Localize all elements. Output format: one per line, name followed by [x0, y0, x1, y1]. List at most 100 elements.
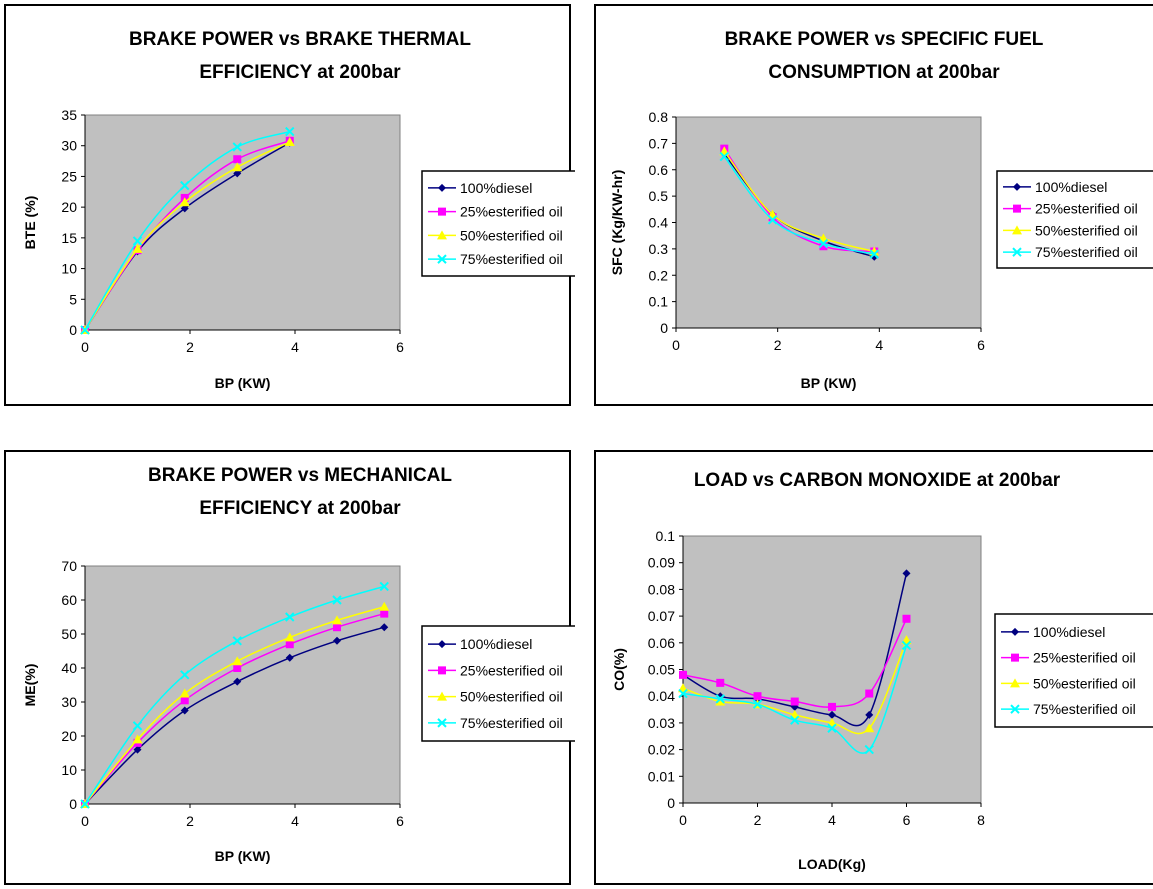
data-point: [719, 151, 729, 162]
x-tick-label: 4: [291, 813, 299, 829]
chart-frame: [594, 4, 1153, 406]
chart-svg: BRAKE POWER vs SPECIFIC FUEL CONSUMPTION …: [594, 4, 1153, 406]
y-tick-label: 30: [61, 694, 77, 710]
data-point: [864, 723, 875, 733]
plot-area: [84, 114, 401, 331]
legend-label: 100%diesel: [460, 180, 532, 196]
data-point: [285, 126, 295, 137]
data-point: [333, 636, 341, 645]
chart-svg: BRAKE POWER vs MECHANICAL EFFICIENCY at 2…: [4, 450, 575, 885]
legend-marker: [1012, 247, 1022, 257]
data-point: [790, 697, 799, 706]
data-point: [380, 609, 389, 618]
chart-frame: [594, 450, 1153, 885]
y-tick-label: 0.01: [648, 768, 675, 784]
data-point: [790, 715, 800, 725]
legend-label: 75%esterified oil: [1035, 244, 1138, 260]
x-tick-label: 8: [977, 812, 985, 828]
legend: 100%diesel 25%esterified oil 50%esterified…: [996, 170, 1153, 269]
legend-label: 100%diesel: [1035, 179, 1107, 195]
x-tick-label: 2: [774, 337, 782, 353]
chart-svg: BRAKE POWER vs BRAKE THERMAL EFFICIENCY a…: [4, 4, 575, 406]
y-tick-label: 35: [61, 107, 77, 123]
chart-title: BRAKE POWER vs MECHANICAL: [148, 465, 452, 486]
x-tick-label: 2: [186, 813, 194, 829]
legend-marker: [437, 691, 447, 701]
y-tick-label: 0.2: [649, 267, 669, 283]
chart-svg: LOAD vs CARBON MONOXIDE at 200bar 0 0.01 0.…: [594, 450, 1153, 885]
data-point: [180, 180, 190, 191]
plot-area: [682, 535, 982, 804]
y-tick-label: 30: [61, 138, 77, 154]
data-point: [233, 664, 242, 672]
data-point: [285, 612, 295, 622]
data-point: [902, 569, 911, 578]
data-point: [132, 243, 143, 253]
legend: 100%diesel 25%esterified oil 50%esterified…: [421, 625, 575, 742]
series-0: [679, 569, 911, 727]
legend-label: 50%esterified oil: [1033, 675, 1136, 691]
legend-label: 100%diesel: [1033, 624, 1105, 640]
data-point: [716, 678, 725, 687]
data-point: [232, 162, 243, 172]
series-3: [719, 151, 879, 259]
legend-box: [421, 625, 575, 742]
legend-marker: [1012, 225, 1022, 235]
legend-label: 75%esterified oil: [460, 251, 563, 267]
y-axis-label: ME(%): [22, 664, 38, 707]
legend-label: 25%esterified oil: [460, 662, 563, 678]
y-tick-label: 0.07: [648, 608, 675, 624]
legend-box: [994, 613, 1153, 728]
data-point: [132, 721, 143, 731]
data-point: [180, 706, 189, 715]
y-tick-label: 40: [61, 660, 77, 676]
y-tick-label: 0.6: [649, 162, 669, 178]
data-point: [333, 623, 341, 632]
y-tick-label: 0.4: [649, 215, 669, 231]
data-point: [828, 702, 836, 711]
data-point: [869, 249, 879, 259]
x-axis-label: BP (KW): [801, 375, 857, 391]
series-2: [80, 601, 390, 808]
chart-title: EFFICIENCY at 200bar: [199, 62, 401, 83]
legend-marker: [437, 254, 447, 264]
legend-marker: [1010, 704, 1020, 714]
y-tick-label: 0.02: [648, 742, 675, 758]
x-tick-label: 0: [679, 812, 687, 828]
y-tick-label: 0.04: [648, 688, 675, 704]
x-tick-label: 0: [81, 339, 89, 355]
data-point: [753, 692, 762, 701]
chart-title: BRAKE POWER vs BRAKE THERMAL: [129, 29, 471, 50]
y-tick-label: 0.09: [648, 555, 675, 571]
y-tick-label: 0.7: [649, 135, 669, 151]
data-point: [902, 614, 911, 623]
x-tick-label: 0: [81, 813, 89, 829]
data-point: [80, 799, 90, 809]
data-point: [716, 692, 725, 701]
chart-title: LOAD vs CARBON MONOXIDE at 200bar: [694, 470, 1061, 491]
x-axis-label: BP (KW): [215, 375, 271, 391]
x-tick-label: 6: [396, 339, 404, 355]
data-point: [179, 197, 190, 207]
x-tick-label: 4: [291, 339, 299, 355]
y-tick-label: 0.08: [648, 581, 675, 597]
legend-label: 100%diesel: [460, 636, 532, 652]
y-tick-label: 0: [660, 320, 668, 336]
data-point: [179, 688, 190, 698]
data-point: [284, 137, 295, 147]
chart-title: EFFICIENCY at 200bar: [199, 498, 401, 519]
data-point: [80, 325, 90, 335]
y-tick-label: 0: [69, 322, 77, 338]
data-point: [233, 677, 242, 686]
x-tick-label: 2: [186, 339, 194, 355]
x-tick-label: 4: [875, 337, 883, 353]
data-point: [827, 723, 837, 733]
data-point: [180, 204, 189, 213]
x-axis-label: LOAD(Kg): [798, 856, 866, 872]
data-point: [715, 696, 726, 706]
legend: 100%diesel 25%esterified oil 50%esterified…: [421, 170, 575, 277]
data-point: [819, 242, 828, 251]
legend-marker: [1011, 653, 1019, 662]
data-point: [233, 169, 242, 178]
data-point: [865, 689, 874, 698]
